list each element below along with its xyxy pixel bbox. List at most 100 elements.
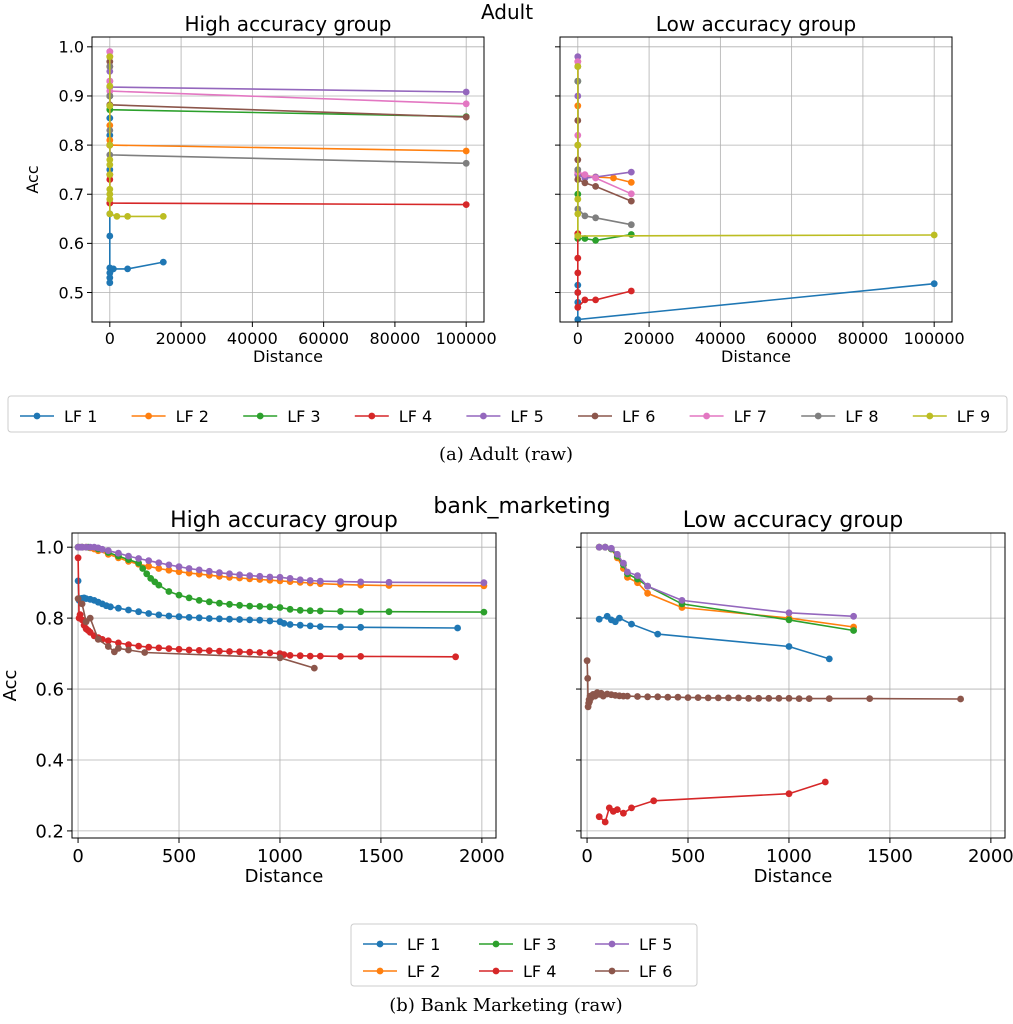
data-point (226, 570, 233, 577)
data-point (297, 652, 304, 659)
data-point (246, 617, 253, 624)
legend-label: LF 1 (407, 935, 440, 954)
data-point (236, 602, 243, 609)
data-point (574, 196, 581, 203)
data-point (592, 183, 599, 190)
data-point (786, 617, 793, 624)
data-point (256, 603, 263, 610)
data-point (755, 695, 762, 702)
data-point (620, 560, 627, 567)
data-point (481, 609, 488, 616)
data-point (226, 648, 233, 655)
data-point (125, 647, 132, 654)
legend-label: LF 9 (957, 407, 990, 426)
x-axis-label: Distance (754, 866, 833, 887)
data-point (246, 603, 253, 610)
data-point (196, 647, 203, 654)
data-point (176, 613, 183, 620)
data-point (463, 114, 470, 121)
data-point (386, 579, 393, 586)
y-tick-label: 0.5 (59, 283, 84, 302)
data-point (786, 643, 793, 650)
axes-frame (92, 37, 484, 322)
data-point (297, 607, 304, 614)
x-tick-label: 500 (162, 846, 196, 867)
chart-title: High accuracy group (184, 12, 391, 36)
y-tick-label: 0.2 (35, 821, 64, 842)
data-point (105, 547, 112, 554)
data-point (287, 606, 294, 613)
data-point (216, 615, 223, 622)
data-point (765, 695, 772, 702)
data-point (776, 695, 783, 702)
data-point (267, 574, 274, 581)
data-point (654, 631, 661, 638)
data-point (725, 695, 732, 702)
data-point (574, 270, 581, 277)
data-point (135, 608, 142, 615)
chart-panel-1: 0 20000 40000 60000 80000 1000000.50.60.70.80… (23, 12, 497, 366)
x-tick-label: 1000 (766, 846, 812, 867)
data-point (931, 280, 938, 287)
data-point (463, 201, 470, 208)
data-point (216, 648, 223, 655)
legend-swatch-marker (377, 968, 384, 975)
data-point (634, 572, 641, 579)
series-line-lf4 (578, 234, 632, 308)
y-tick-label: 1.0 (35, 538, 64, 559)
data-point (95, 636, 102, 643)
data-point (786, 695, 793, 702)
data-point (582, 213, 589, 220)
data-point (386, 608, 393, 615)
data-point (135, 555, 142, 562)
data-point (634, 693, 641, 700)
series-line-lf2 (110, 125, 466, 151)
data-point (454, 625, 461, 632)
data-point (246, 572, 253, 579)
data-point (596, 616, 603, 623)
data-point (574, 142, 581, 149)
x-tick-label: 40000 (695, 329, 746, 348)
x-tick-label: 100000 (904, 329, 965, 348)
data-point (236, 571, 243, 578)
data-point (236, 648, 243, 655)
y-tick-label: 0.8 (35, 609, 64, 630)
data-point (79, 601, 86, 608)
data-point (679, 597, 686, 604)
data-point (141, 649, 148, 656)
data-point (186, 647, 193, 654)
data-point (628, 190, 635, 197)
suptitle-bank-marketing: bank_marketing (433, 494, 610, 519)
data-point (582, 171, 589, 178)
legend-swatch-marker (377, 941, 384, 948)
x-axis-label: Distance (245, 866, 324, 887)
data-point (602, 819, 609, 826)
data-point (582, 180, 589, 187)
data-point (822, 779, 829, 786)
data-point (592, 175, 599, 182)
data-point (644, 583, 651, 590)
data-point (337, 653, 344, 660)
series-line-lf4 (110, 57, 466, 205)
data-point (176, 646, 183, 653)
data-point (357, 653, 364, 660)
legend-swatch-marker (592, 413, 599, 420)
data-point (337, 608, 344, 615)
data-point (287, 652, 294, 659)
data-point (452, 653, 459, 660)
data-point (155, 645, 162, 652)
data-point (592, 237, 599, 244)
legend-swatch-marker (926, 413, 933, 420)
data-point (267, 603, 274, 610)
data-point (106, 53, 113, 60)
data-point (106, 233, 113, 240)
data-point (145, 557, 152, 564)
data-point (357, 608, 364, 615)
data-point (675, 694, 682, 701)
data-point (481, 579, 488, 586)
data-point (287, 575, 294, 582)
data-point (106, 83, 113, 90)
x-tick-label: 80000 (369, 329, 420, 348)
data-point (735, 695, 742, 702)
